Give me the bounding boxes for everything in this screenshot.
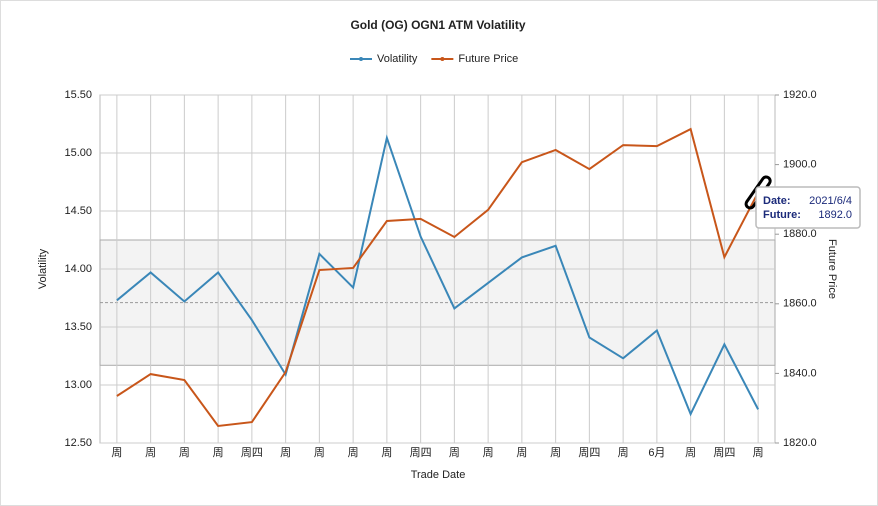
y-tick-label: 13.50 — [64, 321, 92, 333]
y2-tick-label: 1900.0 — [783, 159, 817, 171]
y2-tick-label: 1840.0 — [783, 367, 817, 379]
y-tick-label: 15.00 — [64, 147, 92, 159]
tooltip-value: 1892.0 — [818, 209, 852, 221]
x-tick-label: 周 — [348, 446, 359, 459]
y-tick-label: 12.50 — [64, 437, 92, 449]
y-tick-label: 14.50 — [64, 205, 92, 217]
x-tick-label: 周四 — [713, 446, 735, 459]
x-tick-label: 周 — [516, 446, 527, 459]
x-tick-label: 周 — [213, 446, 224, 459]
x-tick-label: 周 — [111, 446, 122, 459]
series-line — [116, 134, 760, 417]
tooltip-label: Date: — [763, 195, 791, 207]
x-tick-label: 周 — [179, 446, 190, 459]
x-tick-label: 周四 — [578, 446, 600, 459]
x-tick-label: 周 — [685, 446, 696, 459]
tooltip-box — [755, 186, 861, 229]
y2-tick-label: 1860.0 — [783, 298, 817, 310]
x-tick-label: 周 — [145, 446, 156, 459]
x-tick-label: 6月 — [648, 447, 665, 459]
x-tick-label: 周 — [550, 446, 561, 459]
x-tick-label: 周 — [483, 446, 494, 459]
x-tick-label: 周 — [314, 446, 325, 459]
tooltip-value: 2021/6/4 — [809, 195, 852, 207]
series-line — [116, 127, 760, 428]
y2-tick-label: 1920.0 — [783, 89, 817, 101]
y-tick-label: 13.00 — [64, 379, 92, 391]
x-tick-label: 周四 — [241, 446, 263, 459]
x-tick-label: 周 — [753, 446, 764, 459]
x-tick-label: 周 — [280, 446, 291, 459]
legend-label: Future Price — [458, 53, 518, 65]
y2-tick-label: 1820.0 — [783, 437, 817, 449]
y-tick-label: 14.00 — [64, 263, 92, 275]
x-axis-label: Trade Date — [411, 469, 466, 481]
y-axis-label: Volatility — [37, 248, 49, 289]
x-tick-label: 周四 — [410, 446, 432, 459]
chart-title: Gold (OG) OGN1 ATM Volatility — [350, 18, 525, 32]
y2-axis-label: Future Price — [826, 239, 838, 299]
x-tick-label: 周 — [381, 446, 392, 459]
legend-marker — [359, 57, 363, 61]
legend-marker — [440, 57, 445, 61]
tooltip-label: Future: — [763, 209, 801, 221]
legend-label: Volatility — [377, 53, 418, 65]
x-tick-label: 周 — [618, 446, 629, 459]
y-tick-label: 15.50 — [64, 89, 92, 101]
x-tick-label: 周 — [449, 446, 460, 459]
y2-tick-label: 1880.0 — [783, 228, 817, 240]
